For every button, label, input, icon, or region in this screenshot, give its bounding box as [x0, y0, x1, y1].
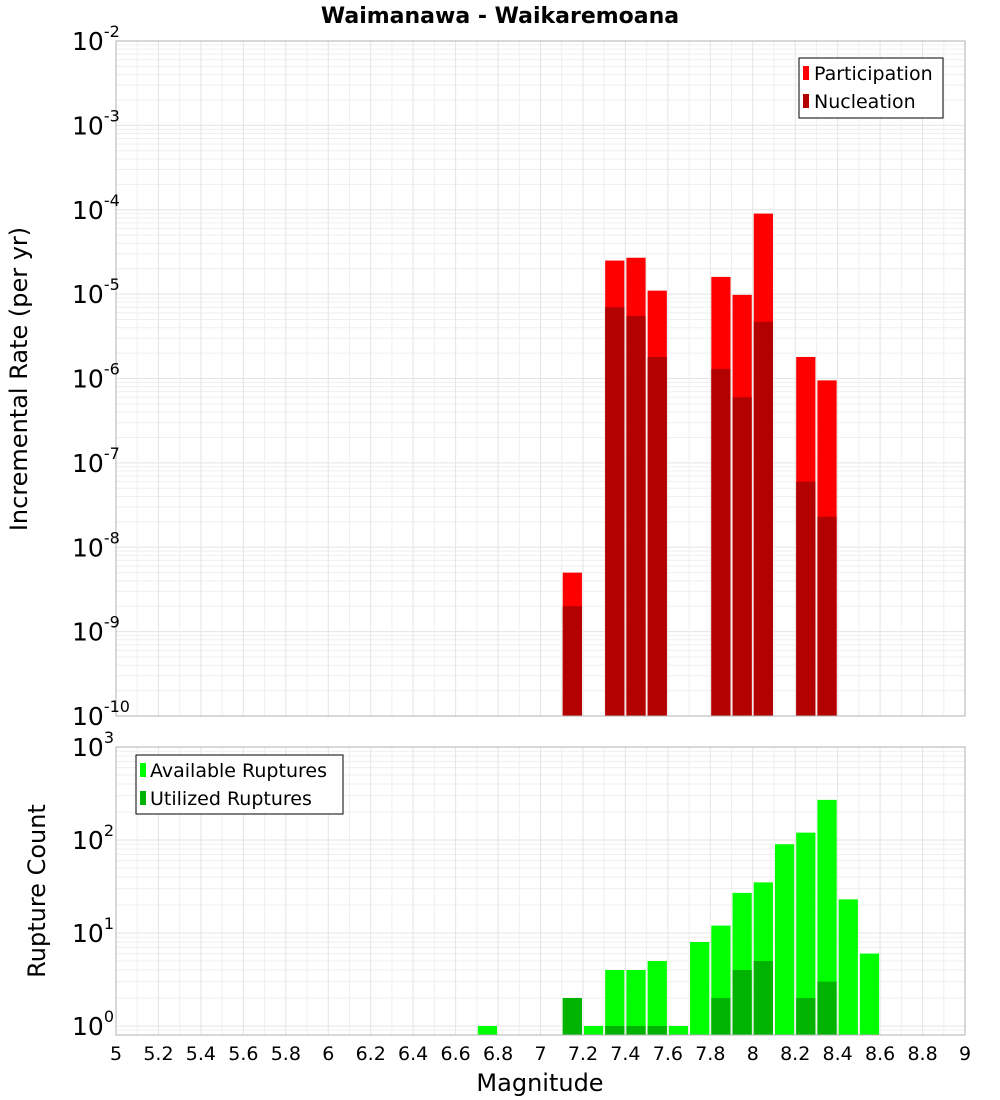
legend-label-available: Available Ruptures — [150, 760, 327, 782]
count-y-axis-label: Rupture Count — [23, 804, 51, 978]
x-tick-label: 8.4 — [823, 1043, 853, 1065]
y-tick-label: 102 — [72, 821, 114, 855]
y-tick-label: 10-3 — [72, 106, 120, 140]
legend-label-participation: Participation — [814, 63, 933, 85]
count-y-ticks: 100 101 102 103 — [72, 728, 114, 1041]
rate-bar-nucleation — [711, 368, 731, 716]
rate-plot-frame — [115, 40, 966, 717]
x-tick-label: 5.4 — [186, 1043, 216, 1065]
count-bar-utilized-ruptures — [796, 997, 816, 1035]
count-bar-available-ruptures — [605, 969, 625, 1035]
count-legend: Available Ruptures Utilized Ruptures — [135, 754, 344, 815]
count-bar-available-ruptures — [796, 832, 816, 1035]
rate-bar-nucleation — [817, 516, 837, 716]
count-bar-available-ruptures — [774, 844, 795, 1035]
x-tick-label: 7.4 — [610, 1043, 640, 1065]
count-bar-available-ruptures — [817, 799, 837, 1035]
chart-title: Waimanawa - Waikaremoana — [321, 4, 679, 29]
y-tick-label: 103 — [72, 728, 114, 762]
y-tick-label: 101 — [72, 914, 114, 948]
count-bar-available-ruptures — [838, 899, 858, 1035]
rate-y-axis-label: Incremental Rate (per yr) — [5, 227, 33, 531]
count-bar-utilized-ruptures — [647, 1025, 667, 1035]
x-axis-label: Magnitude — [476, 1069, 603, 1097]
y-tick-label: 10-6 — [72, 360, 120, 394]
x-tick-label: 6.4 — [398, 1043, 428, 1065]
rate-y-ticks: 10-10 10-9 10-8 10-7 10-6 10-5 10-4 10-3 10-2 — [72, 22, 130, 731]
count-bar-available-ruptures — [859, 953, 880, 1035]
rate-bar-nucleation — [796, 481, 816, 716]
x-tick-label: 5.8 — [271, 1043, 301, 1065]
legend-swatch-participation — [803, 66, 809, 80]
y-tick-label: 10-7 — [72, 444, 120, 478]
rate-legend: Participation Nucleation — [798, 57, 944, 119]
x-tick-label: 6.8 — [483, 1043, 513, 1065]
count-panel: 100 101 102 103 5 5.2 5.4 5.6 5.8 6 6.2 6.4 6.6 6.8 7… — [23, 728, 971, 1097]
count-bars — [477, 799, 880, 1035]
count-bar-utilized-ruptures — [605, 1025, 625, 1035]
count-bar-utilized-ruptures — [711, 997, 731, 1035]
legend-swatch-available — [140, 763, 146, 777]
rate-bars — [562, 213, 837, 717]
legend-label-nucleation: Nucleation — [814, 91, 916, 113]
x-tick-label: 6.2 — [356, 1043, 386, 1065]
rate-panel: 10-10 10-9 10-8 10-7 10-6 10-5 10-4 10-3 10-2 In… — [5, 22, 966, 731]
rate-bar-nucleation — [605, 307, 625, 716]
magnitude-x-ticks: 5 5.2 5.4 5.6 5.8 6 6.2 6.4 6.6 6.8 7 7.2 7.4 7.6 7.8 8… — [110, 1043, 971, 1065]
x-tick-label: 8.2 — [780, 1043, 810, 1065]
count-bar-available-ruptures — [477, 1025, 498, 1035]
count-bar-available-ruptures — [647, 960, 667, 1035]
y-tick-label: 100 — [72, 1007, 114, 1041]
y-tick-label: 10-9 — [72, 613, 120, 647]
count-legend-box — [135, 754, 344, 815]
rate-bar-nucleation — [732, 397, 752, 716]
rate-bar-nucleation — [647, 356, 667, 716]
count-bar-available-ruptures — [626, 969, 646, 1035]
rate-bar-nucleation — [753, 321, 773, 716]
x-tick-label: 7 — [534, 1043, 546, 1065]
rate-grid — [116, 40, 965, 717]
x-tick-label: 5 — [110, 1043, 122, 1065]
y-tick-label: 10-10 — [72, 697, 130, 731]
x-tick-label: 7.2 — [568, 1043, 598, 1065]
x-tick-label: 7.8 — [695, 1043, 725, 1065]
rate-bar-nucleation — [626, 316, 646, 716]
count-bar-utilized-ruptures — [732, 969, 752, 1035]
x-tick-label: 5.6 — [228, 1043, 258, 1065]
x-tick-label: 7.6 — [653, 1043, 683, 1065]
count-bar-available-ruptures — [583, 1025, 604, 1035]
y-tick-label: 10-8 — [72, 528, 120, 562]
count-bar-utilized-ruptures — [817, 981, 837, 1035]
legend-swatch-utilized — [140, 791, 146, 805]
count-bar-utilized-ruptures — [753, 960, 773, 1035]
y-tick-label: 10-5 — [72, 275, 120, 309]
x-tick-label: 8.6 — [865, 1043, 895, 1065]
x-tick-label: 9 — [959, 1043, 971, 1065]
count-bar-available-ruptures — [690, 942, 710, 1035]
x-tick-label: 6 — [322, 1043, 334, 1065]
legend-label-utilized: Utilized Ruptures — [150, 788, 312, 810]
y-tick-label: 10-4 — [72, 191, 120, 225]
x-tick-label: 8.8 — [907, 1043, 937, 1065]
x-tick-label: 5.2 — [143, 1043, 173, 1065]
rate-bar-nucleation — [562, 606, 582, 716]
count-bar-available-ruptures — [668, 1025, 689, 1035]
x-tick-label: 6.6 — [440, 1043, 470, 1065]
y-tick-label: 10-2 — [72, 22, 120, 56]
x-tick-label: 8 — [747, 1043, 759, 1065]
count-bar-utilized-ruptures — [562, 997, 582, 1035]
legend-swatch-nucleation — [803, 94, 809, 108]
rate-legend-box — [798, 57, 944, 119]
count-plot-frame — [115, 746, 966, 1036]
count-bar-utilized-ruptures — [626, 1025, 646, 1035]
